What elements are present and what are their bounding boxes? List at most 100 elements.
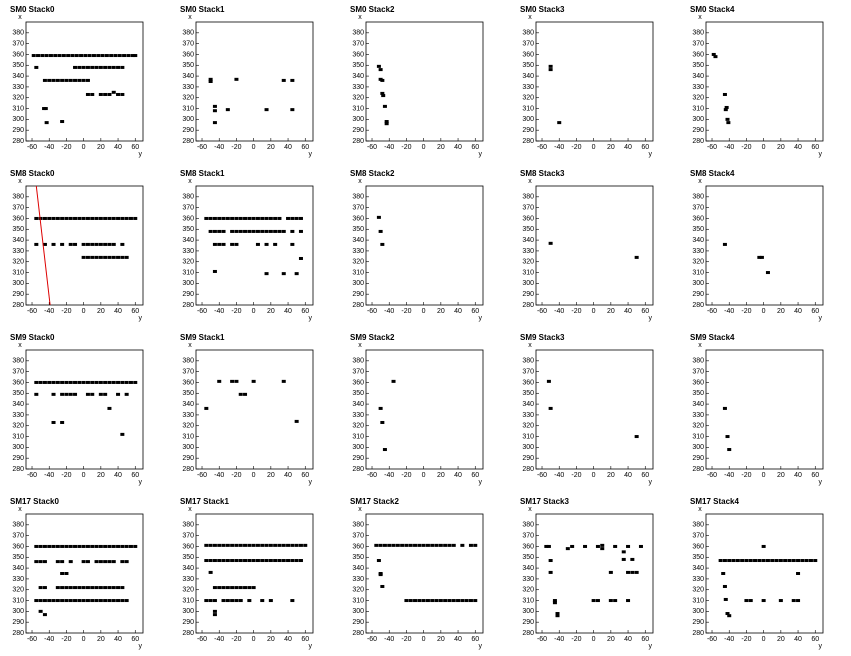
y-tick-label: 320: [352, 259, 364, 266]
x-tick-label: -20: [231, 308, 241, 315]
y-tick-label: 280: [352, 630, 364, 637]
x-tick-label: 20: [437, 636, 445, 643]
point: [268, 543, 273, 547]
y-tick-label: 360: [182, 215, 194, 222]
y-tick-label: 360: [522, 543, 534, 550]
point: [117, 54, 122, 58]
y-tick-label: 350: [12, 62, 24, 69]
point: [260, 559, 265, 563]
x-tick-label: -60: [537, 472, 547, 479]
point: [376, 559, 381, 563]
point: [238, 559, 243, 563]
point: [94, 599, 99, 603]
x-tick-label: 20: [777, 144, 785, 151]
point: [217, 216, 222, 220]
x-tick-label: -60: [367, 144, 377, 151]
point: [473, 543, 478, 547]
point: [55, 599, 60, 603]
y-tick-label: 280: [12, 302, 24, 309]
y-axis-label: x: [18, 178, 22, 185]
point: [230, 216, 235, 220]
y-tick-label: 290: [182, 455, 194, 462]
point: [208, 543, 213, 547]
y-tick-label: 340: [182, 237, 194, 244]
y-tick-label: 300: [12, 444, 24, 451]
panel-title: SM8 Stack2: [350, 169, 395, 178]
point: [626, 570, 631, 574]
point: [120, 432, 125, 436]
x-tick-label: -20: [571, 308, 581, 315]
point: [294, 272, 299, 276]
y-tick-label: 290: [692, 619, 704, 626]
point: [208, 559, 213, 563]
point: [217, 543, 222, 547]
point: [83, 54, 88, 58]
point: [725, 435, 730, 439]
point: [120, 599, 125, 603]
y-tick-label: 340: [182, 565, 194, 572]
point: [68, 599, 73, 603]
y-tick-label: 380: [12, 30, 24, 37]
x-tick-label: 60: [131, 636, 139, 643]
y-tick-label: 350: [12, 226, 24, 233]
point: [557, 121, 562, 125]
x-tick-label: 20: [267, 144, 275, 151]
point: [243, 586, 248, 590]
x-tick-label: 60: [811, 144, 819, 151]
point: [55, 216, 60, 220]
point: [264, 559, 269, 563]
y-tick-label: 330: [352, 576, 364, 583]
y-tick-label: 280: [522, 630, 534, 637]
y-tick-label: 330: [352, 412, 364, 419]
point: [234, 559, 239, 563]
point: [98, 65, 103, 69]
point: [81, 242, 86, 246]
y-tick-label: 280: [692, 630, 704, 637]
point: [380, 420, 385, 424]
point: [87, 54, 92, 58]
point: [212, 216, 217, 220]
point: [98, 392, 103, 396]
point: [120, 216, 125, 220]
x-tick-label: 20: [97, 308, 105, 315]
point: [38, 544, 43, 548]
point: [107, 216, 112, 220]
point: [68, 380, 73, 384]
plot-frame: [25, 349, 144, 470]
point: [290, 78, 295, 82]
panel-title: SM9 Stack2: [350, 333, 395, 342]
point: [91, 54, 96, 58]
x-tick-label: -20: [741, 144, 751, 151]
x-tick-label: 40: [794, 472, 802, 479]
y-tick-label: 340: [352, 401, 364, 408]
y-tick-label: 330: [522, 248, 534, 255]
point: [107, 65, 112, 69]
point: [374, 543, 379, 547]
point: [128, 380, 133, 384]
y-tick-label: 330: [522, 412, 534, 419]
point: [217, 242, 222, 246]
x-tick-label: -40: [214, 144, 224, 151]
y-tick-label: 300: [692, 608, 704, 615]
point: [230, 543, 235, 547]
point: [124, 599, 129, 603]
y-tick-label: 330: [522, 576, 534, 583]
point: [548, 559, 553, 563]
point: [77, 586, 82, 590]
point: [286, 543, 291, 547]
point: [621, 557, 626, 561]
y-tick-label: 340: [522, 73, 534, 80]
point: [64, 216, 69, 220]
y-tick-label: 330: [692, 84, 704, 91]
y-axis-label: x: [18, 506, 22, 513]
x-tick-label: 40: [114, 472, 122, 479]
x-axis-label: y: [139, 151, 143, 158]
x-tick-label: -20: [401, 636, 411, 643]
point: [107, 586, 112, 590]
point: [42, 78, 47, 82]
point: [212, 104, 217, 108]
y-tick-label: 370: [352, 368, 364, 375]
point: [85, 380, 90, 384]
x-tick-label: -60: [367, 472, 377, 479]
point: [286, 216, 291, 220]
